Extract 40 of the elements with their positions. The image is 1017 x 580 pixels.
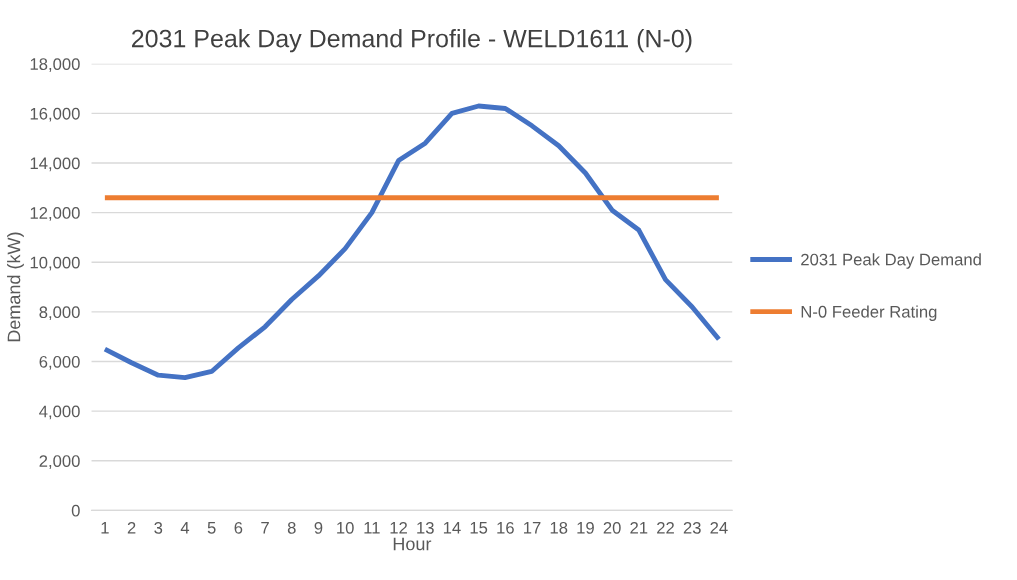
x-tick-label: 10 <box>337 521 354 534</box>
y-tick-label: 10,000 <box>30 256 80 271</box>
x-tick-label: 21 <box>630 521 648 534</box>
x-tick-label: 1 <box>101 522 109 534</box>
y-tick-label: 4,000 <box>39 405 80 420</box>
y-tick-label: 2,000 <box>39 455 80 469</box>
x-axis-title: Hour <box>393 537 432 551</box>
y-tick-label: 6,000 <box>39 355 80 370</box>
legend-label: 2031 Peak Day Demand <box>801 253 981 269</box>
x-tick-label: 7 <box>261 522 269 534</box>
y-tick-label: 8,000 <box>39 306 80 321</box>
y-tick-label: 18,000 <box>30 58 80 72</box>
x-tick-label: 8 <box>287 521 296 534</box>
legend-label: N-0 Feeder Rating <box>801 305 937 321</box>
chart-title: 2031 Peak Day Demand Profile - WELD1611 (N-0) <box>132 29 692 53</box>
y-tick-label: 0 <box>71 504 80 517</box>
x-tick-label: 24 <box>710 521 728 534</box>
x-tick-label: 14 <box>443 522 461 534</box>
y-tick-label: 12,000 <box>30 207 80 221</box>
x-tick-label: 18 <box>550 521 568 534</box>
x-tick-label: 4 <box>180 522 190 534</box>
x-tick-label: 16 <box>497 521 514 534</box>
x-tick-label: 5 <box>207 522 216 534</box>
x-tick-label: 12 <box>390 521 407 534</box>
y-tick-label: 16,000 <box>30 107 80 122</box>
x-tick-label: 13 <box>417 521 434 534</box>
x-tick-label: 2 <box>127 521 136 534</box>
x-tick-label: 20 <box>603 521 621 534</box>
x-tick-label: 6 <box>234 521 243 534</box>
y-axis-title: Demand (kW) <box>7 232 24 342</box>
x-tick-label: 23 <box>683 521 701 534</box>
x-tick-label: 9 <box>314 521 323 534</box>
line-series <box>102 103 722 381</box>
x-tick-label: 15 <box>470 522 488 534</box>
x-tick-label: 22 <box>657 521 674 534</box>
y-tick-label: 14,000 <box>30 157 80 172</box>
x-tick-label: 17 <box>524 522 541 534</box>
x-tick-label: 11 <box>364 522 380 534</box>
x-tick-label: 19 <box>577 521 594 534</box>
x-tick-label: 3 <box>154 521 163 534</box>
